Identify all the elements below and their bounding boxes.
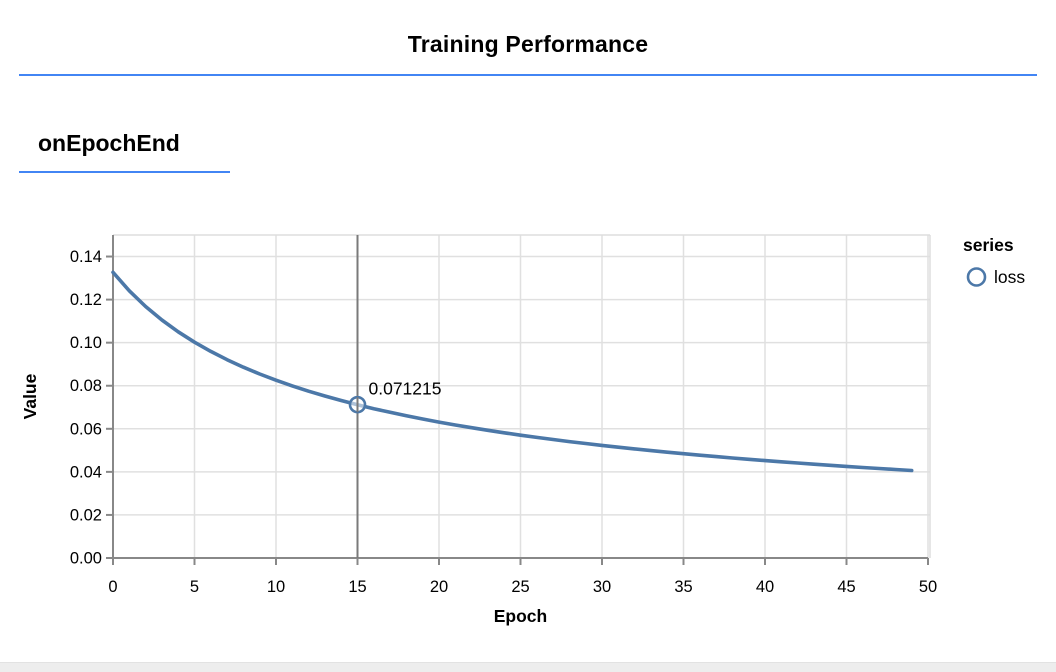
y-tick-label: 0.14 bbox=[70, 248, 102, 266]
y-tick-label: 0.00 bbox=[70, 550, 102, 568]
legend-loss-symbol-icon bbox=[966, 267, 987, 287]
y-tick-label: 0.08 bbox=[70, 377, 102, 395]
x-tick-label: 10 bbox=[267, 578, 285, 596]
legend-title: series bbox=[963, 235, 1014, 255]
y-tick-label: 0.02 bbox=[70, 506, 102, 524]
y-tick-label: 0.06 bbox=[70, 420, 102, 438]
page-bottom-strip bbox=[0, 662, 1056, 672]
y-tick-label: 0.10 bbox=[70, 334, 102, 352]
x-tick-label: 15 bbox=[348, 578, 366, 596]
x-tick-label: 5 bbox=[190, 578, 199, 596]
y-tick-label: 0.04 bbox=[70, 463, 102, 481]
x-tick-label: 25 bbox=[511, 578, 529, 596]
legend-loss-label: loss bbox=[994, 267, 1025, 287]
section-rule bbox=[19, 171, 230, 173]
x-tick-label: 40 bbox=[756, 578, 774, 596]
x-tick-label: 50 bbox=[919, 578, 937, 596]
x-tick-label: 20 bbox=[430, 578, 448, 596]
title-rule bbox=[19, 74, 1037, 76]
y-tick-label: 0.12 bbox=[70, 291, 102, 309]
page-title: Training Performance bbox=[407, 31, 649, 57]
section-title: onEpochEnd bbox=[38, 130, 180, 156]
x-tick-label: 30 bbox=[593, 578, 611, 596]
y-axis-title: Value bbox=[20, 373, 40, 419]
tooltip-value: 0.071215 bbox=[369, 379, 442, 399]
x-tick-label: 35 bbox=[674, 578, 692, 596]
x-tick-label: 45 bbox=[837, 578, 855, 596]
loss-curve bbox=[111, 270, 914, 473]
x-tick-label: 0 bbox=[108, 578, 117, 596]
x-axis-title: Epoch bbox=[494, 606, 547, 626]
